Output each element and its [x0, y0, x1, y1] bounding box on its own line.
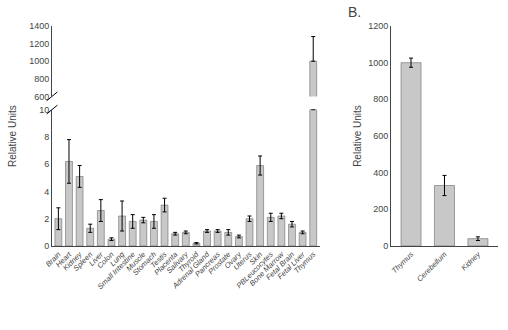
svg-text:Thyroid: Thyroid	[176, 249, 201, 274]
svg-text:600: 600	[373, 131, 388, 141]
svg-text:Uterus: Uterus	[232, 250, 254, 272]
svg-text:Small Intestine: Small Intestine	[96, 250, 137, 291]
svg-text:Thymus: Thymus	[390, 250, 415, 275]
svg-text:8: 8	[44, 132, 49, 142]
svg-text:1000: 1000	[368, 58, 388, 68]
svg-text:10: 10	[39, 105, 49, 115]
svg-text:Bone Marrow: Bone Marrow	[248, 250, 286, 288]
svg-text:Relative Units: Relative Units	[7, 105, 18, 167]
svg-text:800: 800	[373, 94, 388, 104]
svg-text:Relative Units: Relative Units	[352, 105, 363, 167]
svg-text:Thymus: Thymus	[292, 250, 317, 275]
svg-text:6: 6	[44, 159, 49, 169]
svg-text:Fetal Brain: Fetal Brain	[264, 250, 296, 282]
svg-text:Salivary: Salivary	[165, 249, 191, 275]
svg-text:Heart: Heart	[54, 249, 74, 269]
svg-text:0: 0	[383, 241, 388, 251]
svg-text:Adrenal Gland: Adrenal Gland	[170, 249, 212, 291]
svg-text:Skin: Skin	[248, 250, 265, 267]
svg-text:1000: 1000	[29, 56, 49, 66]
svg-text:Spleen: Spleen	[71, 250, 94, 273]
svg-text:Kidney: Kidney	[61, 249, 84, 272]
svg-text:B.: B.	[348, 4, 361, 20]
svg-text:Muscle: Muscle	[124, 250, 147, 273]
svg-text:4: 4	[44, 187, 49, 197]
svg-text:Lung: Lung	[108, 249, 127, 268]
svg-text:Testis: Testis	[149, 250, 169, 270]
svg-text:Pancreas: Pancreas	[193, 250, 222, 279]
svg-text:600: 600	[34, 92, 49, 102]
svg-text:Stomach: Stomach	[131, 250, 158, 277]
svg-text:Kidney: Kidney	[459, 249, 482, 272]
svg-text:Ovary: Ovary	[222, 249, 243, 270]
svg-text:Fetal Liver: Fetal Liver	[276, 250, 307, 281]
svg-text:200: 200	[373, 204, 388, 214]
svg-text:1200: 1200	[29, 39, 49, 49]
svg-text:1400: 1400	[29, 21, 49, 31]
svg-text:Liver: Liver	[87, 250, 105, 268]
svg-text:Placenta: Placenta	[152, 250, 179, 277]
svg-text:2: 2	[44, 214, 49, 224]
svg-text:0: 0	[44, 241, 49, 251]
svg-text:Brain: Brain	[44, 250, 63, 269]
svg-text:PBLeucocytes: PBLeucocytes	[235, 250, 275, 290]
svg-text:800: 800	[34, 74, 49, 84]
svg-text:Colon: Colon	[95, 250, 115, 270]
svg-text:1200: 1200	[368, 21, 388, 31]
svg-text:400: 400	[373, 168, 388, 178]
svg-text:Cerebellum: Cerebellum	[415, 250, 448, 283]
svg-text:Prostate: Prostate	[206, 250, 232, 276]
